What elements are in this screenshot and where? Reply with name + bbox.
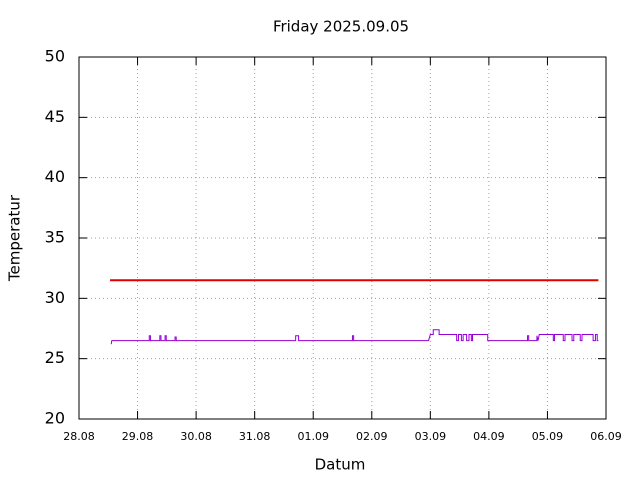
x-tick-label: 01.09 [297,430,329,443]
y-tick-label: 20 [45,409,65,428]
x-tick-label: 06.09 [590,430,622,443]
chart-title: Friday 2025.09.05 [273,18,409,36]
x-tick-label: 02.09 [356,430,388,443]
y-tick-label: 45 [45,107,65,126]
x-tick-label: 30.08 [180,430,212,443]
x-tick-label: 28.08 [63,430,95,443]
y-tick-label: 40 [45,167,65,186]
y-tick-label: 25 [45,348,65,367]
x-tick-label: 04.09 [473,430,505,443]
y-tick-label: 50 [45,47,65,66]
x-tick-label: 29.08 [122,430,154,443]
x-tick-label: 03.09 [415,430,447,443]
x-tick-label: 05.09 [532,430,564,443]
y-tick-label: 35 [45,228,65,247]
plot-frame [78,56,607,420]
series-line [110,329,599,345]
x-tick-label: 31.08 [239,430,271,443]
y-tick-label: 30 [45,288,65,307]
x-axis-label: Datum [315,456,366,474]
y-axis-label: Temperatur [6,194,24,282]
